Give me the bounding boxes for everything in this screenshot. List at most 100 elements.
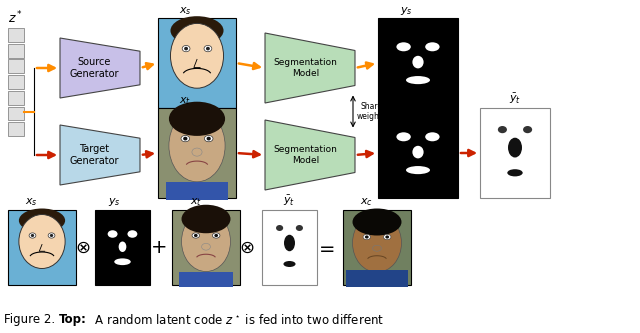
- Bar: [346, 270, 408, 286]
- Ellipse shape: [385, 235, 389, 238]
- Ellipse shape: [204, 136, 213, 142]
- Ellipse shape: [284, 261, 296, 267]
- Text: A random latent code $z^\star$ is fed into two different: A random latent code $z^\star$ is fed in…: [87, 313, 384, 327]
- Ellipse shape: [182, 45, 190, 52]
- Text: Top:: Top:: [59, 313, 87, 326]
- Ellipse shape: [284, 235, 295, 251]
- Bar: [378, 108, 458, 198]
- Text: $\bar{y}_t$: $\bar{y}_t$: [509, 92, 521, 106]
- Bar: [8, 44, 24, 58]
- Ellipse shape: [19, 214, 65, 268]
- Ellipse shape: [194, 234, 198, 237]
- Ellipse shape: [276, 225, 283, 231]
- Ellipse shape: [118, 241, 126, 252]
- Bar: [262, 210, 317, 285]
- Ellipse shape: [396, 132, 411, 141]
- Ellipse shape: [425, 42, 440, 51]
- Text: Share
weights: Share weights: [357, 102, 387, 121]
- Ellipse shape: [363, 234, 371, 240]
- Ellipse shape: [108, 230, 118, 238]
- Ellipse shape: [212, 233, 220, 238]
- Polygon shape: [60, 38, 140, 98]
- Ellipse shape: [31, 234, 34, 237]
- Ellipse shape: [170, 23, 223, 88]
- Text: $y_t$: $y_t$: [400, 95, 412, 107]
- Bar: [172, 210, 240, 285]
- Bar: [8, 107, 24, 121]
- Ellipse shape: [508, 169, 523, 176]
- Ellipse shape: [192, 233, 200, 238]
- Text: Source
Generator: Source Generator: [69, 57, 119, 79]
- Text: $\bar{y}_t$: $\bar{y}_t$: [284, 194, 296, 208]
- Ellipse shape: [406, 76, 430, 84]
- Ellipse shape: [183, 137, 188, 141]
- Ellipse shape: [182, 211, 230, 271]
- Text: $\otimes$: $\otimes$: [76, 238, 91, 256]
- Bar: [179, 271, 233, 286]
- Ellipse shape: [412, 56, 424, 68]
- Ellipse shape: [115, 258, 131, 265]
- Ellipse shape: [523, 126, 532, 133]
- Ellipse shape: [206, 47, 210, 50]
- Text: $+$: $+$: [150, 238, 166, 257]
- Bar: [95, 210, 150, 285]
- Ellipse shape: [498, 126, 507, 133]
- Ellipse shape: [192, 148, 202, 156]
- Text: $x_t$: $x_t$: [189, 196, 202, 208]
- Ellipse shape: [48, 233, 55, 238]
- Bar: [158, 108, 236, 198]
- Ellipse shape: [170, 16, 223, 45]
- Ellipse shape: [181, 136, 189, 142]
- Ellipse shape: [412, 146, 424, 159]
- Ellipse shape: [406, 166, 430, 174]
- Ellipse shape: [383, 234, 391, 240]
- Ellipse shape: [184, 47, 188, 50]
- Bar: [8, 75, 24, 89]
- Text: Figure 2.: Figure 2.: [4, 313, 59, 326]
- Ellipse shape: [296, 225, 303, 231]
- Ellipse shape: [169, 102, 225, 136]
- Text: Target
Generator: Target Generator: [69, 144, 119, 166]
- Ellipse shape: [425, 132, 440, 141]
- Text: Segmentation
Model: Segmentation Model: [273, 58, 337, 78]
- Ellipse shape: [204, 45, 212, 52]
- Text: $x_c$: $x_c$: [360, 196, 373, 208]
- Text: $=$: $=$: [315, 238, 335, 257]
- Ellipse shape: [127, 230, 138, 238]
- Ellipse shape: [29, 233, 36, 238]
- Bar: [158, 18, 236, 108]
- Polygon shape: [60, 125, 140, 185]
- Text: $x_s$: $x_s$: [179, 5, 191, 17]
- Text: $\otimes$: $\otimes$: [239, 238, 255, 256]
- Text: $y_s$: $y_s$: [108, 196, 120, 208]
- Ellipse shape: [207, 137, 211, 141]
- Bar: [378, 18, 458, 108]
- Ellipse shape: [396, 42, 411, 51]
- Bar: [8, 210, 76, 285]
- Text: $y_s$: $y_s$: [399, 5, 412, 17]
- Bar: [343, 210, 411, 285]
- Polygon shape: [265, 33, 355, 103]
- Ellipse shape: [372, 245, 381, 251]
- Text: $x_s$: $x_s$: [26, 196, 38, 208]
- Ellipse shape: [19, 208, 65, 232]
- Bar: [8, 59, 24, 73]
- Ellipse shape: [182, 205, 230, 233]
- Bar: [8, 122, 24, 136]
- Bar: [8, 91, 24, 105]
- Polygon shape: [265, 120, 355, 190]
- Bar: [166, 182, 228, 200]
- Text: Segmentation
Model: Segmentation Model: [273, 145, 337, 165]
- Bar: [480, 108, 550, 198]
- Text: $x_t$: $x_t$: [179, 95, 191, 107]
- Ellipse shape: [202, 243, 211, 250]
- Text: $z^*$: $z^*$: [8, 10, 24, 26]
- Ellipse shape: [353, 214, 401, 272]
- Bar: [8, 28, 24, 42]
- Ellipse shape: [365, 235, 369, 238]
- Ellipse shape: [508, 138, 522, 158]
- Ellipse shape: [214, 234, 218, 237]
- Ellipse shape: [353, 208, 401, 235]
- Ellipse shape: [169, 110, 225, 182]
- Ellipse shape: [50, 234, 53, 237]
